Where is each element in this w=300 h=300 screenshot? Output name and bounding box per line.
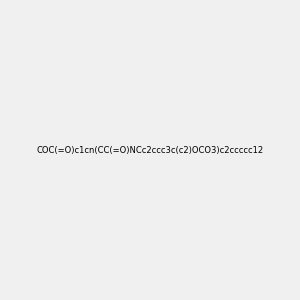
Text: COC(=O)c1cn(CC(=O)NCc2ccc3c(c2)OCO3)c2ccccc12: COC(=O)c1cn(CC(=O)NCc2ccc3c(c2)OCO3)c2cc… (36, 146, 264, 154)
